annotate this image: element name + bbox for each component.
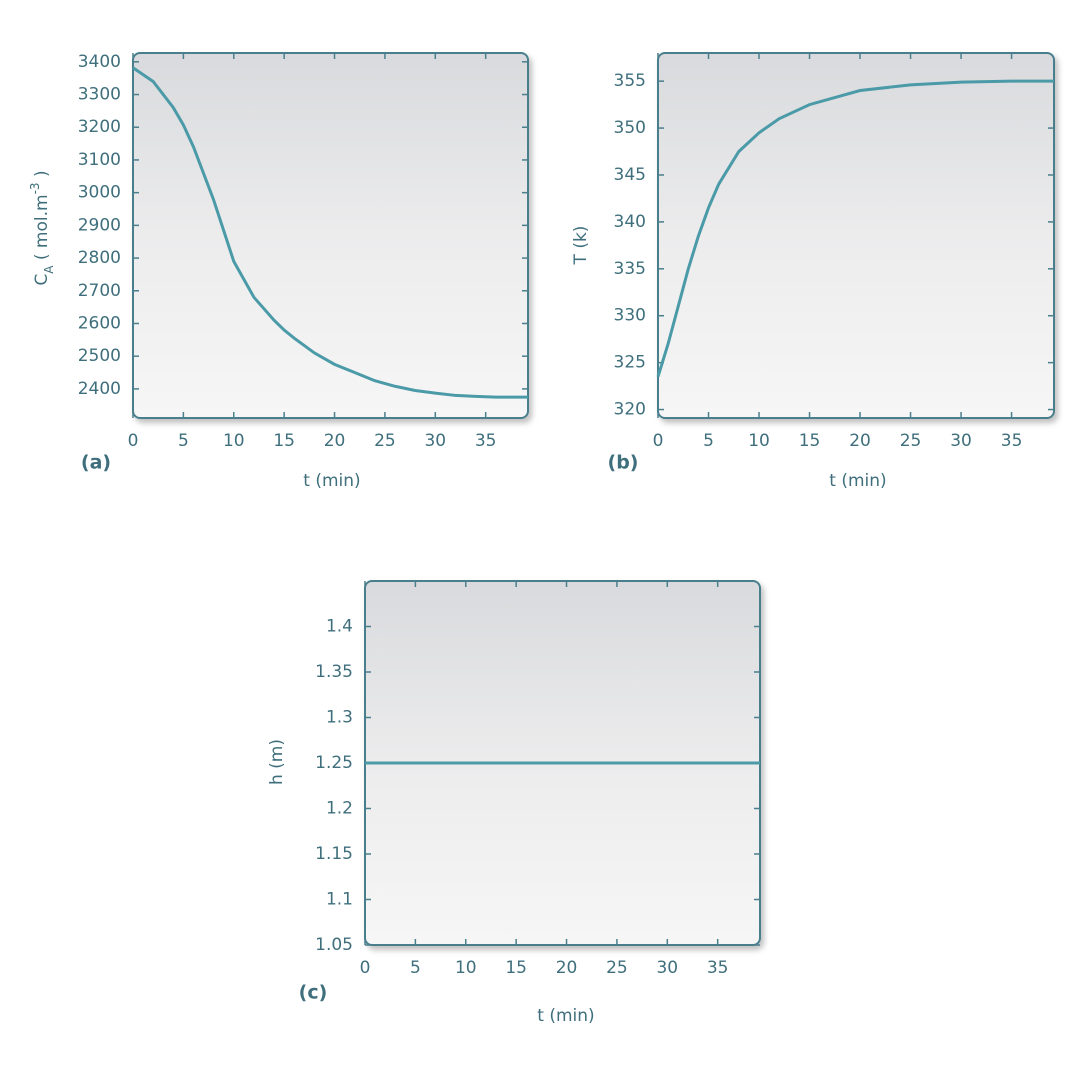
y-tick-label: 335 [614, 259, 646, 279]
y-tick-label: 1.2 [326, 799, 353, 819]
subplot: 0 5 10 15 20 25 30 35 2400 2500 2600 2700 2800 2900 30… [78, 52, 529, 451]
x-tick-label: 25 [606, 958, 628, 978]
y-axis-label-part: C [32, 274, 52, 286]
y-axis-label-part: ) [32, 170, 52, 182]
x-tick-label: 15 [273, 431, 295, 451]
y-axis-label-part: A [42, 265, 56, 274]
x-tick-label: 0 [653, 431, 664, 451]
y-tick-label: 2700 [78, 281, 121, 301]
panel-label: (a) [81, 452, 111, 474]
x-tick-label: 25 [900, 431, 922, 451]
y-tick-label: 345 [614, 165, 646, 185]
y-tick-label: 320 [614, 400, 646, 420]
y-axis-label: T (k) [571, 226, 591, 266]
y-axis-label-part: -3 [28, 182, 42, 194]
y-tick-label: 1.35 [315, 662, 353, 682]
x-tick-label: 0 [128, 431, 139, 451]
x-tick-label: 10 [223, 431, 245, 451]
x-axis-label: t (min) [303, 471, 360, 491]
y-axis-label: h (m) [267, 739, 287, 785]
y-tick-label: 330 [614, 306, 646, 326]
y-axis-label: CA ( mol.m-3 ) [28, 170, 56, 285]
x-tick-label: 10 [748, 431, 770, 451]
x-tick-label: 35 [475, 431, 497, 451]
y-axis-label-part: h (m) [267, 739, 287, 785]
x-tick-label: 5 [703, 431, 714, 451]
y-axis-label-part: T (k) [571, 226, 591, 266]
y-tick-label: 1.25 [315, 753, 353, 773]
x-tick-label: 5 [178, 431, 189, 451]
y-tick-label: 2900 [78, 215, 121, 235]
y-tick-label: 2600 [78, 313, 121, 333]
x-tick-label: 30 [424, 431, 446, 451]
x-tick-label: 35 [707, 958, 729, 978]
y-tick-label: 355 [614, 71, 646, 91]
data-line [656, 79, 1054, 378]
data-line [132, 66, 528, 399]
x-tick-label: 10 [455, 958, 477, 978]
y-tick-label: 325 [614, 353, 646, 373]
x-axis-label: t (min) [537, 1006, 594, 1026]
x-tick-label: 15 [505, 958, 527, 978]
x-tick-label: 0 [360, 958, 371, 978]
subplot: 0 5 10 15 20 25 30 35 320 325 330 335 340 345 350 355 [614, 52, 1055, 451]
x-tick-label: 20 [556, 958, 578, 978]
y-tick-label: 3000 [78, 183, 121, 203]
x-tick-label: 30 [656, 958, 678, 978]
y-tick-label: 350 [614, 118, 646, 138]
x-tick-label: 20 [849, 431, 871, 451]
x-tick-label: 30 [950, 431, 972, 451]
y-tick-label: 3100 [78, 150, 121, 170]
x-tick-label: 20 [324, 431, 346, 451]
y-tick-label: 1.05 [315, 935, 353, 955]
y-tick-label: 1.1 [326, 890, 353, 910]
subplot: 0 5 10 15 20 25 30 35 1.05 1.1 1.15 1.2 1.25 1.3 1.35 1… [315, 580, 761, 978]
y-axis-label-part: ( mol.m [32, 194, 52, 265]
y-tick-label: 3300 [78, 85, 121, 105]
y-tick-label: 1.3 [326, 708, 353, 728]
x-axis-label: t (min) [829, 471, 886, 491]
x-tick-label: 5 [410, 958, 421, 978]
x-tick-label: 25 [374, 431, 396, 451]
plot-area [132, 52, 529, 419]
y-tick-label: 2800 [78, 248, 121, 268]
y-tick-label: 340 [614, 212, 646, 232]
panel-label: (b) [608, 452, 639, 474]
y-tick-label: 3400 [78, 52, 121, 72]
y-tick-label: 3200 [78, 117, 121, 137]
plot-area [657, 52, 1055, 419]
panel-label: (c) [299, 982, 328, 1004]
x-tick-label: 35 [1001, 431, 1023, 451]
x-tick-label: 15 [799, 431, 821, 451]
y-tick-label: 2500 [78, 346, 121, 366]
y-tick-label: 2400 [78, 379, 121, 399]
y-tick-label: 1.15 [315, 844, 353, 864]
y-tick-label: 1.4 [326, 617, 353, 637]
